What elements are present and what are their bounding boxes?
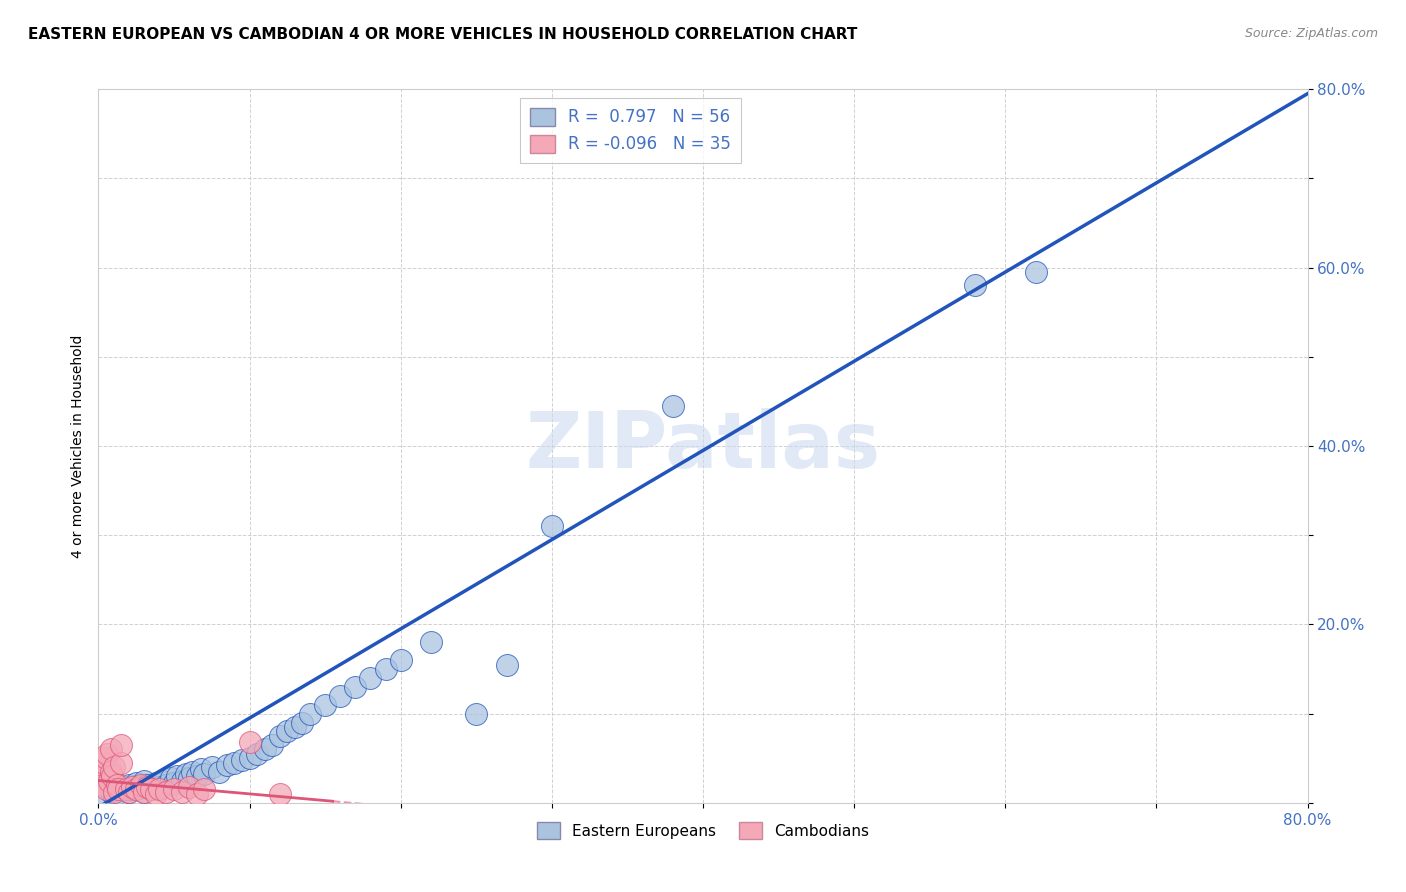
Point	[155, 785, 177, 799]
Point	[118, 785, 141, 799]
Point	[132, 773, 155, 788]
Point	[215, 758, 238, 772]
Point	[239, 735, 262, 749]
Point	[107, 782, 129, 797]
Point	[121, 780, 143, 794]
Point	[186, 769, 208, 783]
Point	[93, 756, 115, 770]
Point	[125, 776, 148, 790]
Point	[100, 764, 122, 779]
Point	[299, 706, 322, 721]
Point	[132, 785, 155, 799]
Point	[94, 751, 117, 765]
Point	[224, 756, 246, 770]
Point	[284, 720, 307, 734]
Text: Source: ZipAtlas.com: Source: ZipAtlas.com	[1244, 27, 1378, 40]
Point	[276, 724, 298, 739]
Point	[110, 756, 132, 770]
Point	[540, 519, 562, 533]
Point	[100, 785, 122, 799]
Point	[110, 738, 132, 752]
Point	[141, 782, 163, 797]
Point	[98, 773, 121, 788]
Point	[186, 787, 208, 801]
Point	[91, 778, 114, 792]
Text: EASTERN EUROPEAN VS CAMBODIAN 4 OR MORE VEHICLES IN HOUSEHOLD CORRELATION CHART: EASTERN EUROPEAN VS CAMBODIAN 4 OR MORE …	[28, 27, 858, 42]
Point	[103, 760, 125, 774]
Point	[114, 780, 136, 794]
Point	[246, 747, 269, 761]
Point	[148, 780, 170, 794]
Point	[100, 742, 122, 756]
Point	[174, 767, 197, 781]
Point	[90, 764, 112, 779]
Point	[145, 787, 167, 801]
Point	[344, 680, 367, 694]
Point	[179, 771, 201, 785]
Point	[129, 778, 152, 792]
Point	[96, 747, 118, 761]
Point	[269, 729, 291, 743]
Point	[190, 762, 212, 776]
Point	[89, 773, 111, 788]
Point	[141, 782, 163, 797]
Point	[661, 399, 683, 413]
Point	[145, 776, 167, 790]
Point	[166, 769, 188, 783]
Point	[148, 782, 170, 797]
Point	[181, 764, 204, 779]
Point	[965, 278, 987, 293]
Point	[103, 785, 125, 799]
Point	[193, 767, 215, 781]
Point	[129, 780, 152, 794]
Point	[314, 698, 336, 712]
Point	[239, 751, 262, 765]
Point	[114, 782, 136, 797]
Point	[329, 689, 352, 703]
Point	[465, 706, 488, 721]
Point	[495, 657, 517, 672]
Point	[105, 778, 128, 792]
Point	[1024, 265, 1046, 279]
Point	[125, 782, 148, 797]
Point	[135, 780, 157, 794]
Point	[105, 782, 128, 797]
Point	[155, 778, 177, 792]
Point	[208, 764, 231, 779]
Y-axis label: 4 or more Vehicles in Household: 4 or more Vehicles in Household	[70, 334, 84, 558]
Point	[150, 773, 173, 788]
Point	[163, 776, 186, 790]
Point	[253, 742, 276, 756]
Point	[201, 760, 224, 774]
Point	[160, 771, 183, 785]
Point	[118, 778, 141, 792]
Point	[118, 785, 141, 799]
Text: ZIPatlas: ZIPatlas	[526, 408, 880, 484]
Legend: Eastern Europeans, Cambodians: Eastern Europeans, Cambodians	[531, 816, 875, 845]
Point	[110, 787, 132, 801]
Point	[132, 785, 155, 799]
Point	[262, 738, 284, 752]
Point	[101, 769, 124, 783]
Point	[103, 789, 125, 803]
Point	[170, 785, 193, 799]
Point	[193, 782, 215, 797]
Point	[374, 662, 396, 676]
Point	[163, 782, 186, 797]
Point	[389, 653, 412, 667]
Point	[121, 782, 143, 797]
Point	[94, 782, 117, 797]
Point	[420, 635, 443, 649]
Point	[291, 715, 314, 730]
Point	[94, 791, 117, 805]
Point	[360, 671, 382, 685]
Point	[231, 753, 253, 767]
Point	[179, 780, 201, 794]
Point	[135, 778, 157, 792]
Point	[269, 787, 291, 801]
Point	[170, 773, 193, 788]
